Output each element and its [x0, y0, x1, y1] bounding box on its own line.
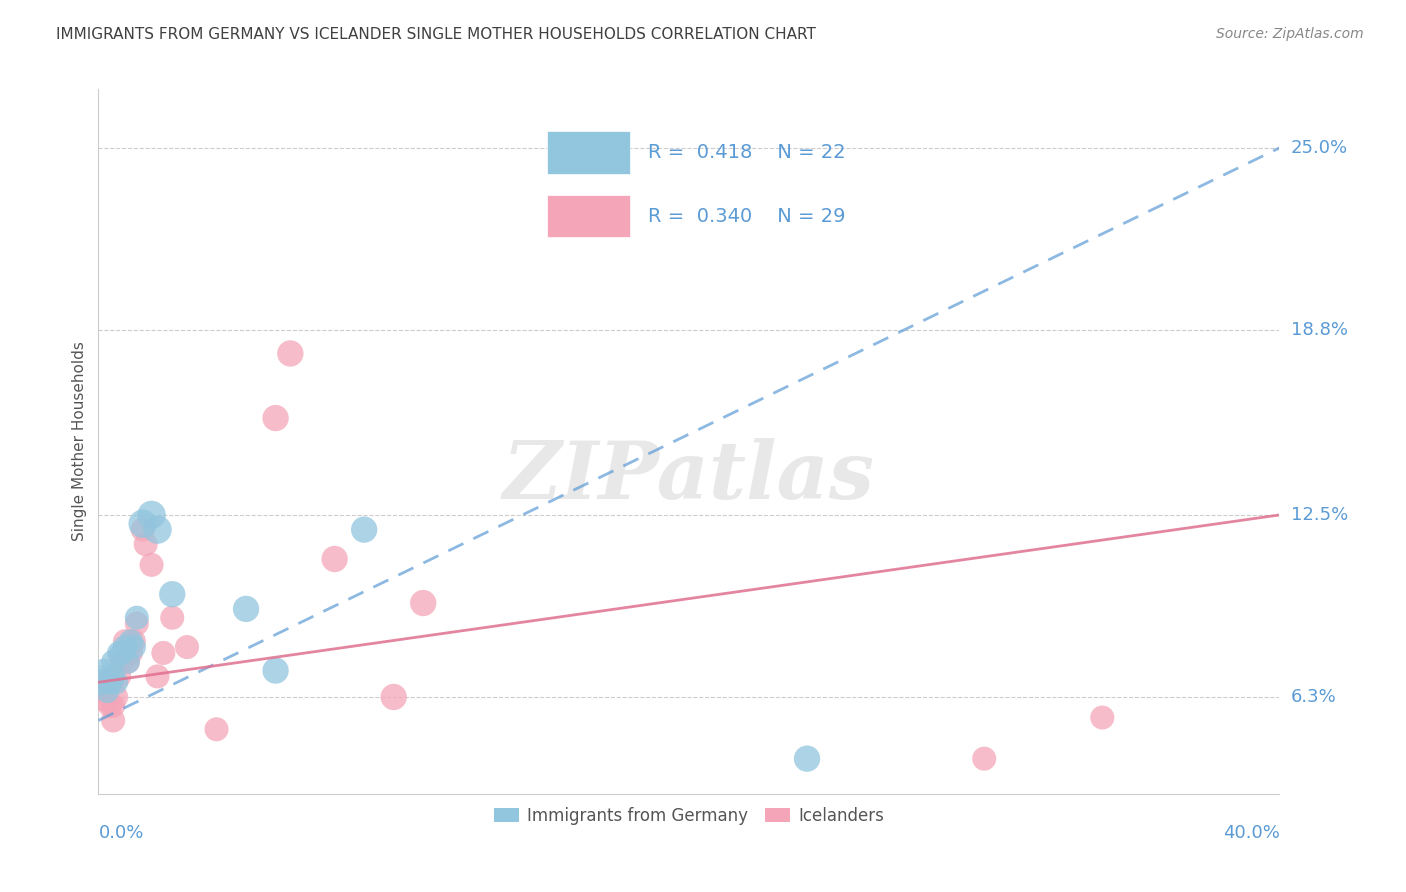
- Point: [98, 675, 121, 690]
- Point: [105, 690, 128, 704]
- Point: [122, 634, 145, 648]
- Point: [96, 684, 118, 698]
- Text: Source: ZipAtlas.com: Source: ZipAtlas.com: [1216, 27, 1364, 41]
- Point: [108, 669, 131, 683]
- Point: [141, 508, 163, 522]
- Point: [103, 714, 125, 728]
- Point: [146, 669, 169, 683]
- Text: ZIPatlas: ZIPatlas: [503, 438, 875, 516]
- Text: IMMIGRANTS FROM GERMANY VS ICELANDER SINGLE MOTHER HOUSEHOLDS CORRELATION CHART: IMMIGRANTS FROM GERMANY VS ICELANDER SIN…: [56, 27, 815, 42]
- Point: [120, 634, 142, 648]
- Text: 25.0%: 25.0%: [1291, 139, 1348, 157]
- Point: [412, 596, 434, 610]
- Y-axis label: Single Mother Households: Single Mother Households: [72, 342, 87, 541]
- Point: [152, 646, 174, 660]
- Point: [235, 602, 257, 616]
- Text: R =  0.418    N = 22: R = 0.418 N = 22: [648, 143, 845, 162]
- Point: [1091, 710, 1114, 724]
- Text: R =  0.340    N = 29: R = 0.340 N = 29: [648, 207, 845, 226]
- Point: [93, 664, 115, 678]
- Point: [114, 640, 136, 654]
- Point: [353, 523, 375, 537]
- Point: [280, 346, 302, 360]
- Text: 40.0%: 40.0%: [1223, 824, 1279, 842]
- Point: [205, 723, 228, 737]
- Point: [973, 751, 995, 765]
- Point: [132, 516, 155, 531]
- Point: [132, 523, 155, 537]
- Point: [117, 655, 139, 669]
- Point: [96, 675, 118, 690]
- Point: [162, 611, 183, 625]
- Point: [146, 523, 169, 537]
- Point: [264, 664, 287, 678]
- Text: 0.0%: 0.0%: [98, 824, 143, 842]
- Point: [141, 558, 163, 572]
- Text: 18.8%: 18.8%: [1291, 321, 1347, 339]
- Point: [264, 411, 287, 425]
- Point: [111, 655, 134, 669]
- Point: [117, 655, 139, 669]
- FancyBboxPatch shape: [547, 195, 630, 237]
- Legend: Immigrants from Germany, Icelanders: Immigrants from Germany, Icelanders: [486, 800, 891, 831]
- Point: [108, 646, 131, 660]
- Point: [98, 698, 121, 713]
- Text: 6.3%: 6.3%: [1291, 688, 1336, 706]
- Point: [93, 693, 115, 707]
- Point: [120, 646, 142, 660]
- Point: [796, 751, 818, 765]
- Point: [114, 634, 136, 648]
- Point: [103, 655, 125, 669]
- Point: [90, 675, 112, 690]
- Point: [382, 690, 405, 704]
- Point: [90, 684, 112, 698]
- Point: [162, 587, 183, 601]
- Point: [135, 537, 157, 551]
- Point: [90, 675, 112, 690]
- FancyBboxPatch shape: [547, 131, 630, 174]
- Point: [323, 552, 346, 566]
- Point: [125, 616, 148, 631]
- Point: [103, 698, 125, 713]
- Point: [176, 640, 198, 654]
- Point: [105, 675, 128, 690]
- Point: [125, 611, 148, 625]
- Text: 12.5%: 12.5%: [1291, 506, 1348, 524]
- Point: [103, 669, 125, 683]
- Point: [122, 640, 145, 654]
- Point: [111, 646, 134, 660]
